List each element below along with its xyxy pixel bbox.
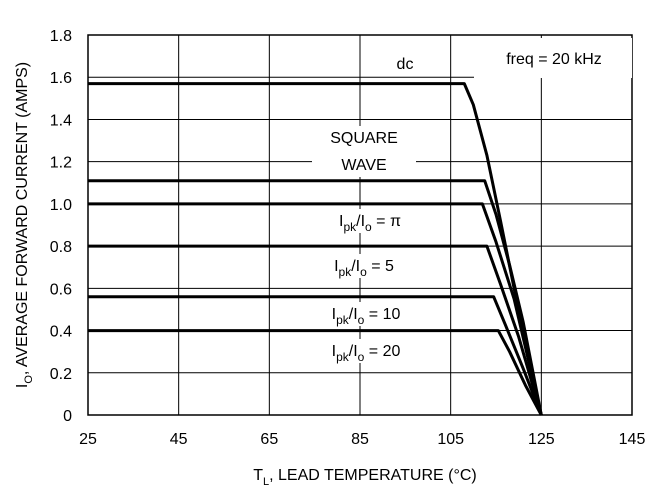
x-tick-label: 25 bbox=[79, 431, 97, 448]
svg-text:Ipk/Io = π: Ipk/Io = π bbox=[339, 213, 401, 234]
series-label-4: Ipk/Io = 10 bbox=[305, 302, 427, 327]
series-group bbox=[88, 82, 543, 416]
svg-text:WAVE: WAVE bbox=[341, 157, 386, 174]
x-axis-label: TL, LEAD TEMPERATURE (°C) bbox=[253, 467, 477, 488]
y-axis-label: IO, AVERAGE FORWARD CURRENT (AMPS) bbox=[14, 62, 35, 388]
series-label-0: dc bbox=[384, 52, 426, 73]
tick-labels: 0 0.2 0.4 0.6 0.8 1.0 1.2 1.4 1.6 1.8 25 45 65 85 105 1… bbox=[50, 28, 646, 448]
x-tick-label: 145 bbox=[619, 431, 646, 448]
svg-text:Ipk/Io = 10: Ipk/Io = 10 bbox=[332, 306, 401, 327]
x-tick-label: 105 bbox=[437, 431, 464, 448]
series-line-1 bbox=[88, 179, 543, 416]
svg-text:SQUARE: SQUARE bbox=[330, 130, 398, 147]
svg-text:dc: dc bbox=[397, 56, 414, 73]
plot-frame bbox=[87, 34, 633, 416]
series-label-1: SQUARE WAVE bbox=[312, 126, 416, 177]
x-tick-label: 125 bbox=[528, 431, 555, 448]
svg-text:Ipk/Io = 20: Ipk/Io = 20 bbox=[332, 343, 401, 364]
y-tick-label: 0.8 bbox=[50, 239, 72, 256]
x-tick-label: 85 bbox=[351, 431, 369, 448]
y-tick-label: 1.6 bbox=[50, 70, 72, 87]
series-label-3: Ipk/Io = 5 bbox=[303, 254, 425, 279]
frequency-note: freq = 20 kHz bbox=[506, 51, 602, 68]
series-line-3 bbox=[88, 244, 543, 416]
series-line-5 bbox=[88, 329, 543, 416]
y-tick-label: 0.6 bbox=[50, 281, 72, 298]
y-tick-label: 1.4 bbox=[50, 112, 72, 129]
series-line-4 bbox=[88, 295, 543, 416]
x-tick-label: 45 bbox=[170, 431, 188, 448]
series-line-2 bbox=[88, 202, 543, 416]
x-tick-label: 65 bbox=[260, 431, 278, 448]
y-tick-label: 1.2 bbox=[50, 155, 72, 172]
y-tick-label: 1.0 bbox=[50, 197, 72, 214]
frequency-note-box: freq = 20 kHz bbox=[474, 38, 632, 78]
y-tick-label: 0.4 bbox=[50, 324, 72, 341]
annotations: dc SQUARE WAVE Ipk/Io = π Ipk/Io = 5 Ipk/Io =… bbox=[300, 52, 440, 364]
y-tick-label: 0 bbox=[63, 408, 72, 425]
svg-text:Ipk/Io = 5: Ipk/Io = 5 bbox=[334, 258, 394, 279]
series-label-2: Ipk/Io = π bbox=[300, 209, 440, 234]
y-tick-label: 1.8 bbox=[50, 28, 72, 45]
y-tick-label: 0.2 bbox=[50, 366, 72, 383]
series-label-5: Ipk/Io = 20 bbox=[305, 339, 427, 364]
